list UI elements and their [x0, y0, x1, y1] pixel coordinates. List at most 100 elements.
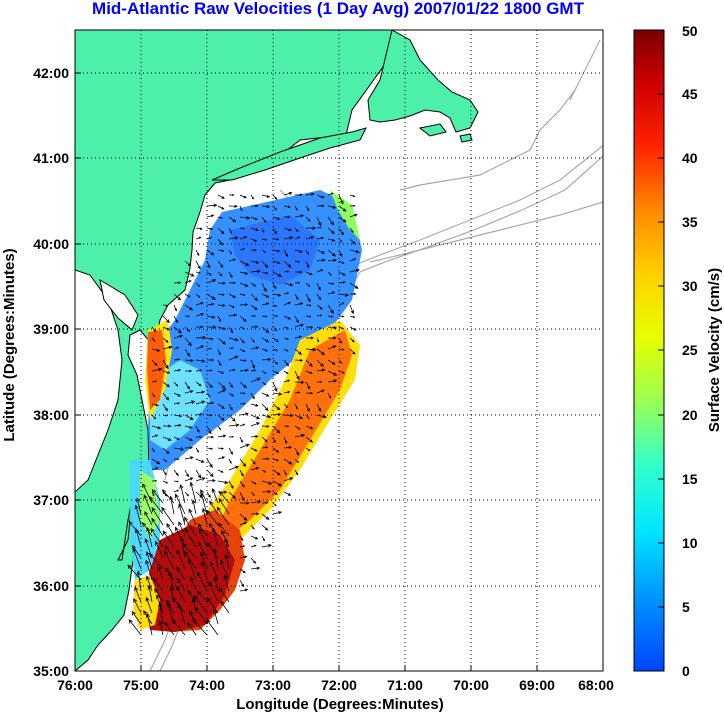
- velocity-vector: [151, 458, 161, 465]
- velocity-vector: [316, 359, 324, 368]
- velocity-vector: [206, 279, 217, 284]
- velocity-vector: [338, 293, 350, 297]
- velocity-vector: [217, 456, 226, 460]
- velocity-vector: [316, 258, 326, 262]
- velocity-vector: [349, 238, 356, 245]
- map-title: Mid-Atlantic Raw Velocities (1 Day Avg) …: [92, 0, 584, 18]
- velocity-vector: [173, 392, 181, 397]
- velocity-vector: [162, 530, 175, 548]
- velocity-vector: [176, 549, 186, 570]
- velocity-vector: [184, 414, 194, 420]
- velocity-vector: [128, 619, 142, 636]
- velocity-vector: [228, 216, 237, 223]
- velocity-vector: [151, 414, 157, 420]
- velocity-vector: [196, 325, 204, 329]
- colorbar-tick-label: 10: [682, 535, 698, 551]
- velocity-vector: [327, 227, 335, 234]
- velocity-vector: [228, 414, 236, 422]
- velocity-vector: [283, 491, 292, 496]
- velocity-vector: [195, 381, 202, 387]
- velocity-vector: [194, 606, 208, 625]
- y-tick-label: 40:00: [33, 236, 69, 252]
- y-tick-label: 42:00: [33, 65, 69, 81]
- velocity-vector: [261, 205, 271, 209]
- velocity-vector: [316, 337, 319, 343]
- velocity-vector: [173, 469, 179, 477]
- velocity-vector: [228, 326, 234, 334]
- velocity-vector: [338, 337, 342, 344]
- velocity-vector: [316, 226, 322, 229]
- velocity-vector: [316, 204, 325, 208]
- velocity-vector: [173, 381, 179, 387]
- colorbar-tick-labels: 50 45 40 35 30 25 20 15 10 5 0: [682, 23, 698, 679]
- velocity-vector: [283, 446, 293, 449]
- velocity-vector: [197, 541, 208, 559]
- velocity-vector: [195, 413, 203, 416]
- velocity-vector: [250, 249, 257, 252]
- velocity-vector: [187, 558, 197, 581]
- velocity-vector: [327, 392, 331, 399]
- velocity-vector: [272, 304, 278, 307]
- velocity-vector: [228, 355, 239, 361]
- y-axis-label: Latitude (Degrees:Minutes): [1, 248, 18, 441]
- velocity-vector: [272, 392, 283, 396]
- x-tick-label: 72:00: [321, 677, 357, 693]
- velocity-vector: [164, 545, 175, 559]
- velocity-vector: [195, 271, 201, 274]
- velocity-vector: [228, 423, 240, 428]
- velocity-vector: [184, 390, 194, 394]
- velocity-vector: [217, 326, 227, 330]
- velocity-vector: [250, 293, 258, 302]
- colorbar-label: Surface Velocity (cm/s): [706, 268, 723, 432]
- velocity-vector: [261, 238, 268, 241]
- x-axis-label: Longitude (Degrees:Minutes): [236, 696, 444, 713]
- velocity-vector: [272, 205, 277, 211]
- velocity-vector: [200, 551, 208, 570]
- velocity-vector: [338, 194, 344, 205]
- velocity-vector: [132, 547, 142, 570]
- velocity-vector: [338, 216, 347, 223]
- velocity-vector: [206, 392, 211, 398]
- velocity-vector: [239, 248, 246, 251]
- velocity-vector: [305, 414, 310, 420]
- x-tick-label: 76:00: [57, 677, 93, 693]
- velocity-vector: [261, 513, 270, 520]
- velocity-vector: [143, 494, 153, 515]
- velocity-vector: [272, 326, 278, 332]
- velocity-vector: [220, 559, 230, 581]
- velocity-vector: [206, 435, 215, 439]
- velocity-vector: [228, 368, 236, 372]
- velocity-vector: [250, 346, 260, 350]
- velocity-vector: [151, 359, 158, 367]
- velocity-vector: [261, 271, 269, 275]
- velocity-vector: [157, 565, 164, 581]
- velocity-vector: [148, 552, 164, 570]
- velocity-vector: [145, 596, 153, 614]
- velocity-vector: [250, 204, 259, 208]
- velocity-vector: [316, 236, 325, 240]
- velocity-vector: [151, 507, 164, 526]
- colorbar-ticks: [658, 93, 664, 608]
- velocity-vector: [250, 216, 258, 221]
- velocity-vector: [195, 477, 206, 482]
- y-tick-label: 35:00: [33, 663, 69, 679]
- velocity-vector: [272, 491, 278, 495]
- velocity-vector: [239, 513, 248, 521]
- velocity-vector: [305, 447, 311, 452]
- velocity-vector: [173, 457, 180, 461]
- velocity-vector: [184, 425, 193, 429]
- velocity-vector: [294, 260, 301, 263]
- x-tick-label: 70:00: [453, 677, 489, 693]
- velocity-vector: [239, 271, 249, 275]
- velocity-vector: [173, 315, 179, 324]
- velocity-vector: [184, 400, 196, 405]
- velocity-vector: [261, 403, 269, 412]
- velocity-vector: [261, 446, 269, 449]
- velocity-vector: [173, 436, 180, 440]
- velocity-vector: [250, 304, 258, 311]
- velocity-vector: [239, 535, 244, 541]
- velocity-vector: [196, 435, 203, 439]
- velocity-vector: [283, 236, 294, 240]
- velocity-vector: [198, 528, 208, 548]
- velocity-vector: [228, 281, 237, 285]
